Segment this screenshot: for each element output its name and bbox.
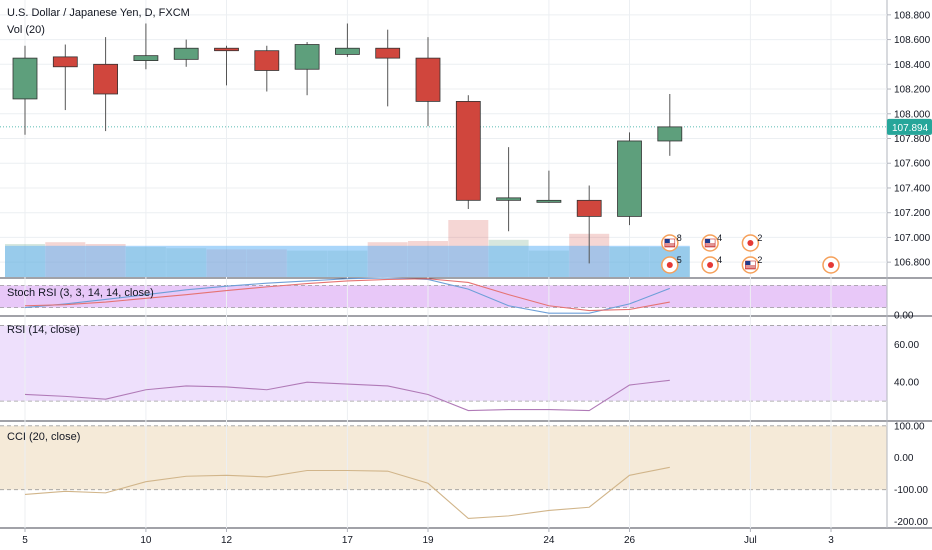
- last-price-label: 107.894: [892, 123, 929, 134]
- price-tick-label: 107.800: [894, 134, 931, 145]
- symbol-title: U.S. Dollar / Japanese Yen, D, FXCM: [7, 7, 190, 19]
- indicator-tick-label: 0.00: [894, 453, 914, 464]
- price-tick-label: 108.600: [894, 35, 931, 46]
- event-dot: [828, 262, 834, 268]
- volume-legend: Vol (20): [7, 24, 45, 36]
- us-flag-canton: [745, 261, 750, 265]
- stoch-rsi-title: Stoch RSI (3, 3, 14, 14, close): [7, 287, 154, 299]
- us-flag-canton: [665, 239, 670, 243]
- indicator-tick-label: 100.00: [894, 421, 925, 432]
- economic-event-icon[interactable]: 4: [702, 255, 722, 273]
- event-count: 2: [757, 233, 762, 243]
- rsi-title: RSI (14, close): [7, 324, 80, 336]
- candle-body: [416, 58, 440, 101]
- indicator-tick-label: 60.00: [894, 340, 919, 351]
- time-tick-label: 24: [543, 535, 555, 546]
- time-tick-label: 3: [828, 535, 834, 546]
- price-tick-label: 106.800: [894, 258, 931, 269]
- time-tick-label: 19: [422, 535, 434, 546]
- volume-ma-band: [5, 246, 690, 277]
- price-tick-label: 107.000: [894, 233, 931, 244]
- candle-body: [255, 51, 279, 71]
- price-axis[interactable]: 106.800 107.000 107.200 107.400 107.600 107.8…: [887, 10, 931, 528]
- price-tick-label: 108.400: [894, 60, 931, 71]
- time-tick-label: 12: [221, 535, 233, 546]
- event-count: 8: [677, 233, 682, 243]
- time-axis[interactable]: 5 10 12 17 19 24 26 Jul 3: [22, 528, 834, 546]
- event-dot: [707, 262, 713, 268]
- time-tick-label: 10: [140, 535, 152, 546]
- indicator-tick-label: -100.00: [894, 485, 928, 496]
- price-tick-label: 108.200: [894, 85, 931, 96]
- candle-body: [537, 200, 561, 202]
- candle-body: [295, 45, 319, 70]
- us-flag-event-icon[interactable]: 4: [702, 233, 722, 251]
- candle-body: [376, 48, 400, 58]
- economic-event-icon[interactable]: 2: [742, 233, 762, 251]
- us-flag-event-icon[interactable]: 2: [742, 255, 762, 273]
- event-dot: [747, 240, 753, 246]
- economic-event-icon[interactable]: [823, 257, 839, 273]
- time-tick-label: Jul: [744, 535, 757, 546]
- time-tick-label: 17: [342, 535, 354, 546]
- event-dot: [667, 262, 673, 268]
- candle-body: [497, 198, 521, 200]
- price-tick-label: 107.400: [894, 183, 931, 194]
- indicator-band: [0, 426, 887, 490]
- us-flag-canton: [705, 239, 710, 243]
- time-tick-label: 26: [624, 535, 636, 546]
- event-count: 4: [717, 233, 722, 243]
- candle-body: [94, 64, 118, 94]
- candle-body: [658, 127, 682, 141]
- candle-body: [215, 48, 239, 50]
- price-tick-label: 108.000: [894, 109, 931, 120]
- candle-body: [618, 141, 642, 216]
- candle-body: [134, 56, 158, 61]
- candle-body: [335, 48, 359, 54]
- indicator-tick-label: -200.00: [894, 517, 928, 528]
- candle-body: [174, 48, 198, 59]
- event-count: 2: [757, 255, 762, 265]
- event-count: 4: [717, 255, 722, 265]
- price-tick-label: 107.200: [894, 208, 931, 219]
- event-count: 5: [677, 255, 682, 265]
- candle-body: [13, 58, 37, 99]
- candle-body: [577, 200, 601, 216]
- candle-body: [53, 57, 77, 67]
- price-tick-label: 107.600: [894, 159, 931, 170]
- time-tick-label: 5: [22, 535, 28, 546]
- indicator-tick-label: 40.00: [894, 378, 919, 389]
- candle-body: [456, 101, 480, 200]
- price-tick-label: 108.800: [894, 10, 931, 21]
- indicator-band: [0, 325, 887, 401]
- indicator-tick-label: 0.00: [894, 311, 914, 322]
- cci-title: CCI (20, close): [7, 431, 80, 443]
